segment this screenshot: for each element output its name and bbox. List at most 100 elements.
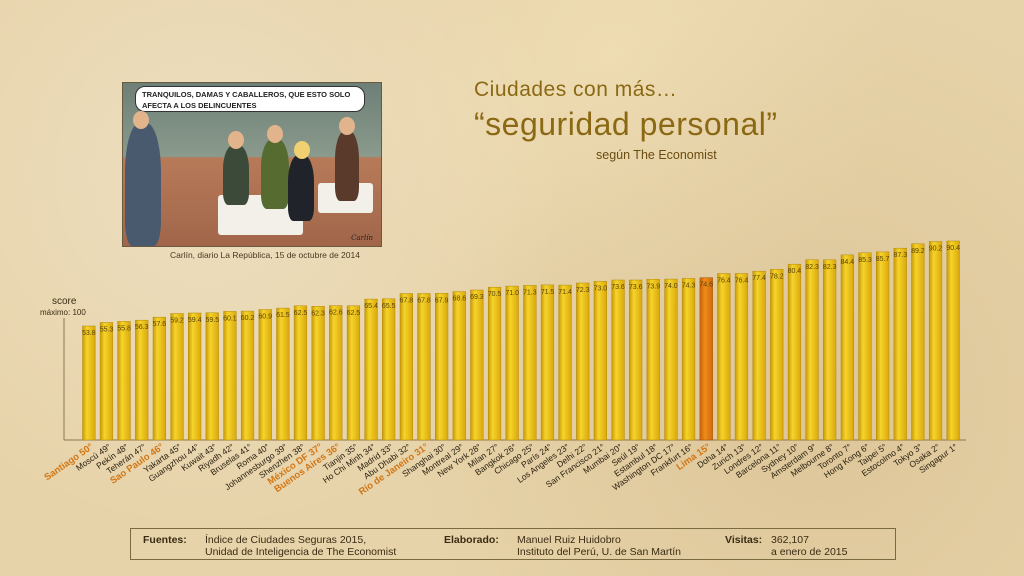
bar-value-label: 69.3 (470, 294, 484, 301)
bar-value-label: 76.4 (717, 278, 731, 285)
bar (82, 325, 96, 441)
cartoon-figure (125, 123, 161, 246)
bar-value-label: 74.0 (664, 283, 678, 290)
bar-value-label: 74.3 (682, 282, 696, 289)
bar-value-label: 60.9 (258, 314, 272, 321)
cartoon-figure (335, 131, 359, 201)
bar-value-label: 62.3 (311, 310, 325, 317)
bar-value-label: 60.1 (223, 315, 237, 322)
bar (858, 252, 872, 441)
chart-title-line1: Ciudades con más… (474, 78, 678, 101)
bar-value-label: 90.4 (946, 245, 960, 252)
bar-value-label: 62.5 (294, 310, 308, 317)
bar (205, 312, 219, 441)
bar (505, 285, 519, 441)
bar-value-label: 62.5 (347, 310, 361, 317)
bar-value-label: 55.3 (100, 327, 114, 334)
bar (699, 277, 713, 441)
footer-visits-label: Visitas: (725, 534, 763, 546)
footer-visits-count: 362,107 (771, 534, 809, 546)
footer-made-line2: Instituto del Perú, U. de San Martín (517, 546, 682, 558)
footer-sources-label: Fuentes: (143, 534, 187, 546)
bar (840, 254, 854, 441)
y-axis-label: score (52, 296, 77, 307)
bar (611, 279, 625, 441)
bar-value-label: 59.2 (170, 318, 184, 325)
bar (523, 285, 537, 441)
cartoon-speech-bubble: Tranquilos, damas y caballeros, que esto… (135, 86, 365, 112)
bar-value-label: 65.5 (382, 303, 396, 310)
bar-value-label: 56.3 (135, 324, 149, 331)
bar (946, 240, 960, 441)
bar (893, 247, 907, 441)
bar-value-label: 82.3 (805, 264, 819, 271)
bar-value-label: 73.9 (646, 283, 660, 290)
bar-value-label: 89.2 (911, 248, 925, 255)
bar (876, 251, 890, 441)
bar-value-label: 67.8 (399, 298, 413, 305)
bar (99, 322, 114, 441)
bar-value-label: 73.0 (594, 285, 608, 292)
bar-value-label: 84.4 (840, 259, 854, 266)
footer-sources-line1: Índice de Ciudades Seguras 2015, (205, 534, 367, 546)
bar (540, 284, 555, 441)
bar-value-label: 55.8 (117, 325, 131, 332)
bar-value-label: 90.2 (929, 246, 943, 253)
bar (364, 298, 378, 441)
bar-value-label: 73.6 (629, 284, 643, 291)
bar (117, 321, 131, 441)
cartoon-figure-head (133, 111, 149, 129)
bar-value-label: 70.5 (488, 291, 502, 298)
bar (576, 282, 590, 441)
bar-value-label: 85.3 (858, 257, 872, 264)
cartoon-illustration: Tranquilos, damas y caballeros, que esto… (122, 82, 382, 247)
bar (805, 259, 819, 441)
bar-value-label: 80.4 (788, 268, 802, 275)
bar (152, 316, 166, 441)
bar (329, 305, 343, 441)
footer-visits-date: a enero de 2015 (771, 546, 848, 558)
bar (558, 284, 572, 441)
bar-value-label: 59.4 (188, 317, 202, 324)
bar (435, 293, 449, 441)
cartoon-figure-head (294, 141, 310, 159)
bar-value-label: 82.3 (823, 264, 837, 271)
footer-box: Fuentes: Índice de Ciudades Seguras 2015… (130, 528, 896, 560)
bar (470, 289, 484, 441)
bar (593, 281, 607, 441)
bar-value-label: 71.3 (523, 289, 537, 296)
bar-value-label: 71.4 (558, 289, 572, 296)
bar-value-label: 74.6 (699, 282, 713, 289)
cartoon-figure (288, 155, 314, 221)
bar (928, 241, 943, 441)
bar-value-label: 59.5 (205, 317, 219, 324)
cartoon-figure (223, 145, 249, 205)
bar (417, 293, 431, 441)
bar (734, 273, 749, 441)
bar-value-label: 85.7 (876, 256, 890, 263)
bar (240, 310, 255, 441)
bar (911, 243, 925, 441)
bar (787, 263, 802, 441)
bar-value-label: 76.4 (735, 278, 749, 285)
bar (681, 278, 696, 441)
cartoon-caption: Carlín, diario La República, 15 de octub… (170, 250, 360, 260)
bar (752, 270, 766, 441)
chart-title-line2: “seguridad personal” (474, 106, 778, 142)
cartoon-figure-head (339, 117, 355, 135)
bar-value-label: 72.3 (576, 287, 590, 294)
bar (664, 278, 678, 441)
bar (276, 307, 290, 441)
bar (770, 269, 784, 441)
chart-subtitle: según The Economist (596, 148, 717, 162)
bar-value-label: 71.0 (505, 290, 519, 297)
bar (223, 311, 237, 441)
cartoon-figure (261, 139, 289, 209)
bar (629, 279, 643, 441)
bar (382, 298, 396, 441)
footer-made-line1: Manuel Ruiz Huidobro (517, 534, 621, 546)
footer-sources-line2: Unidad de Inteligencia de The Economist (205, 546, 397, 558)
bar (646, 279, 660, 441)
bar-value-label: 67.8 (417, 298, 431, 305)
